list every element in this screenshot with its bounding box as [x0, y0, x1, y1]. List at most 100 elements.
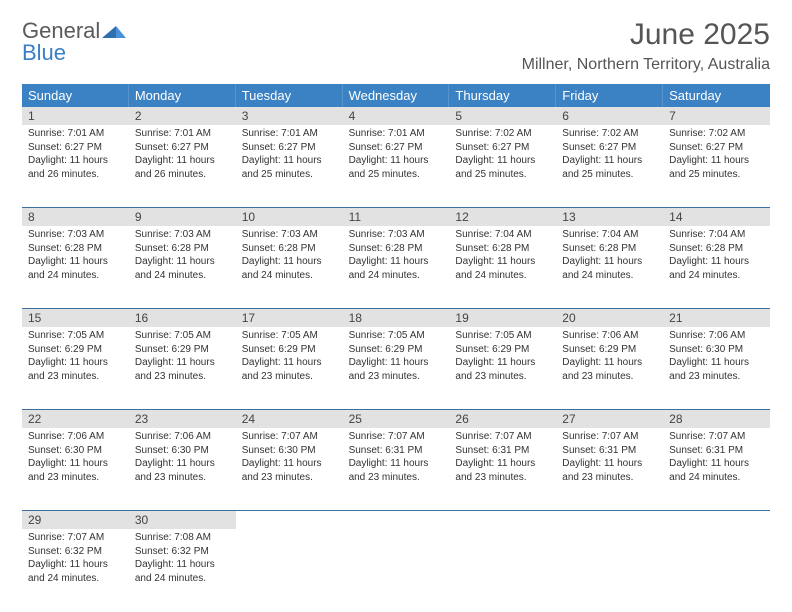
day-cell: Sunrise: 7:05 AMSunset: 6:29 PMDaylight:…: [22, 327, 129, 409]
day-cell: Sunrise: 7:06 AMSunset: 6:30 PMDaylight:…: [129, 428, 236, 510]
day-number: 20: [556, 309, 663, 327]
daylight-line: Daylight: 11 hours and 25 minutes.: [242, 154, 337, 181]
sunset-line: Sunset: 6:31 PM: [669, 444, 764, 458]
day-number: 26: [449, 410, 556, 428]
sunset-line: Sunset: 6:29 PM: [242, 343, 337, 357]
sunrise-line: Sunrise: 7:05 AM: [242, 329, 337, 343]
day-cell: Sunrise: 7:04 AMSunset: 6:28 PMDaylight:…: [663, 226, 770, 308]
sunrise-line: Sunrise: 7:03 AM: [28, 228, 123, 242]
sunset-line: Sunset: 6:31 PM: [349, 444, 444, 458]
day-body: Sunrise: 7:03 AMSunset: 6:28 PMDaylight:…: [236, 226, 343, 288]
sunset-line: Sunset: 6:28 PM: [562, 242, 657, 256]
day-body: Sunrise: 7:05 AMSunset: 6:29 PMDaylight:…: [129, 327, 236, 389]
sunset-line: Sunset: 6:31 PM: [455, 444, 550, 458]
day-body: Sunrise: 7:05 AMSunset: 6:29 PMDaylight:…: [22, 327, 129, 389]
day-number: 8: [22, 208, 129, 226]
day-cell: Sunrise: 7:05 AMSunset: 6:29 PMDaylight:…: [449, 327, 556, 409]
day-number: 4: [343, 107, 450, 125]
sunset-line: Sunset: 6:29 PM: [349, 343, 444, 357]
daylight-line: Daylight: 11 hours and 23 minutes.: [669, 356, 764, 383]
daylight-line: Daylight: 11 hours and 25 minutes.: [349, 154, 444, 181]
dow-saturday: Saturday: [663, 84, 770, 107]
day-number: 10: [236, 208, 343, 226]
daylight-line: Daylight: 11 hours and 23 minutes.: [242, 457, 337, 484]
day-body: Sunrise: 7:07 AMSunset: 6:32 PMDaylight:…: [22, 529, 129, 591]
sunrise-line: Sunrise: 7:03 AM: [135, 228, 230, 242]
day-cell: Sunrise: 7:07 AMSunset: 6:31 PMDaylight:…: [556, 428, 663, 510]
location-line: Millner, Northern Territory, Australia: [522, 56, 770, 74]
day-cell: Sunrise: 7:01 AMSunset: 6:27 PMDaylight:…: [236, 125, 343, 207]
sunrise-line: Sunrise: 7:01 AM: [349, 127, 444, 141]
daynum-row: 22232425262728: [22, 410, 770, 428]
sunset-line: Sunset: 6:28 PM: [135, 242, 230, 256]
day-body: Sunrise: 7:06 AMSunset: 6:29 PMDaylight:…: [556, 327, 663, 389]
sunrise-line: Sunrise: 7:07 AM: [28, 531, 123, 545]
daylight-line: Daylight: 11 hours and 24 minutes.: [669, 457, 764, 484]
day-number: 9: [129, 208, 236, 226]
day-body: Sunrise: 7:03 AMSunset: 6:28 PMDaylight:…: [343, 226, 450, 288]
day-number: 12: [449, 208, 556, 226]
day-body: Sunrise: 7:02 AMSunset: 6:27 PMDaylight:…: [556, 125, 663, 187]
sunrise-line: Sunrise: 7:05 AM: [135, 329, 230, 343]
dow-sunday: Sunday: [22, 84, 129, 107]
day-body: Sunrise: 7:07 AMSunset: 6:31 PMDaylight:…: [449, 428, 556, 490]
day-number: 14: [663, 208, 770, 226]
sunrise-line: Sunrise: 7:01 AM: [242, 127, 337, 141]
daylight-line: Daylight: 11 hours and 24 minutes.: [28, 255, 123, 282]
sunrise-line: Sunrise: 7:05 AM: [349, 329, 444, 343]
day-cell: Sunrise: 7:07 AMSunset: 6:30 PMDaylight:…: [236, 428, 343, 510]
day-number: 24: [236, 410, 343, 428]
sunset-line: Sunset: 6:29 PM: [135, 343, 230, 357]
day-number: 30: [129, 511, 236, 529]
day-body: Sunrise: 7:01 AMSunset: 6:27 PMDaylight:…: [343, 125, 450, 187]
daylight-line: Daylight: 11 hours and 24 minutes.: [455, 255, 550, 282]
day-cell: Sunrise: 7:02 AMSunset: 6:27 PMDaylight:…: [556, 125, 663, 207]
daylight-line: Daylight: 11 hours and 23 minutes.: [28, 457, 123, 484]
daylight-line: Daylight: 11 hours and 23 minutes.: [562, 457, 657, 484]
daylight-line: Daylight: 11 hours and 24 minutes.: [135, 255, 230, 282]
sunset-line: Sunset: 6:28 PM: [28, 242, 123, 256]
daylight-line: Daylight: 11 hours and 23 minutes.: [242, 356, 337, 383]
day-number: 11: [343, 208, 450, 226]
day-body: Sunrise: 7:02 AMSunset: 6:27 PMDaylight:…: [663, 125, 770, 187]
day-body: Sunrise: 7:04 AMSunset: 6:28 PMDaylight:…: [449, 226, 556, 288]
sunset-line: Sunset: 6:28 PM: [349, 242, 444, 256]
day-number: 27: [556, 410, 663, 428]
daynum-row: 15161718192021: [22, 309, 770, 327]
daylight-line: Daylight: 11 hours and 23 minutes.: [349, 457, 444, 484]
sunset-line: Sunset: 6:29 PM: [562, 343, 657, 357]
daylight-line: Daylight: 11 hours and 23 minutes.: [455, 457, 550, 484]
logo-icon: [102, 22, 126, 40]
daylight-line: Daylight: 11 hours and 24 minutes.: [28, 558, 123, 585]
sunset-line: Sunset: 6:27 PM: [349, 141, 444, 155]
day-cell: Sunrise: 7:01 AMSunset: 6:27 PMDaylight:…: [343, 125, 450, 207]
day-body: Sunrise: 7:01 AMSunset: 6:27 PMDaylight:…: [129, 125, 236, 187]
sunrise-line: Sunrise: 7:05 AM: [455, 329, 550, 343]
sunrise-line: Sunrise: 7:06 AM: [669, 329, 764, 343]
day-cell: [556, 529, 663, 611]
day-cell: [236, 529, 343, 611]
week-row: Sunrise: 7:03 AMSunset: 6:28 PMDaylight:…: [22, 226, 770, 309]
day-body: Sunrise: 7:05 AMSunset: 6:29 PMDaylight:…: [343, 327, 450, 389]
day-number: 29: [22, 511, 129, 529]
day-body: Sunrise: 7:08 AMSunset: 6:32 PMDaylight:…: [129, 529, 236, 591]
dow-wednesday: Wednesday: [343, 84, 450, 107]
sunrise-line: Sunrise: 7:03 AM: [349, 228, 444, 242]
sunrise-line: Sunrise: 7:02 AM: [669, 127, 764, 141]
sunset-line: Sunset: 6:30 PM: [28, 444, 123, 458]
day-number: 13: [556, 208, 663, 226]
daynum-row: 891011121314: [22, 208, 770, 226]
sunrise-line: Sunrise: 7:06 AM: [562, 329, 657, 343]
sunset-line: Sunset: 6:29 PM: [28, 343, 123, 357]
day-body: Sunrise: 7:06 AMSunset: 6:30 PMDaylight:…: [663, 327, 770, 389]
sunrise-line: Sunrise: 7:02 AM: [562, 127, 657, 141]
day-cell: [343, 529, 450, 611]
day-body: Sunrise: 7:07 AMSunset: 6:30 PMDaylight:…: [236, 428, 343, 490]
day-number: 7: [663, 107, 770, 125]
day-number: 5: [449, 107, 556, 125]
day-body: Sunrise: 7:03 AMSunset: 6:28 PMDaylight:…: [129, 226, 236, 288]
day-number: 2: [129, 107, 236, 125]
sunrise-line: Sunrise: 7:02 AM: [455, 127, 550, 141]
dow-thursday: Thursday: [449, 84, 556, 107]
sunset-line: Sunset: 6:27 PM: [455, 141, 550, 155]
